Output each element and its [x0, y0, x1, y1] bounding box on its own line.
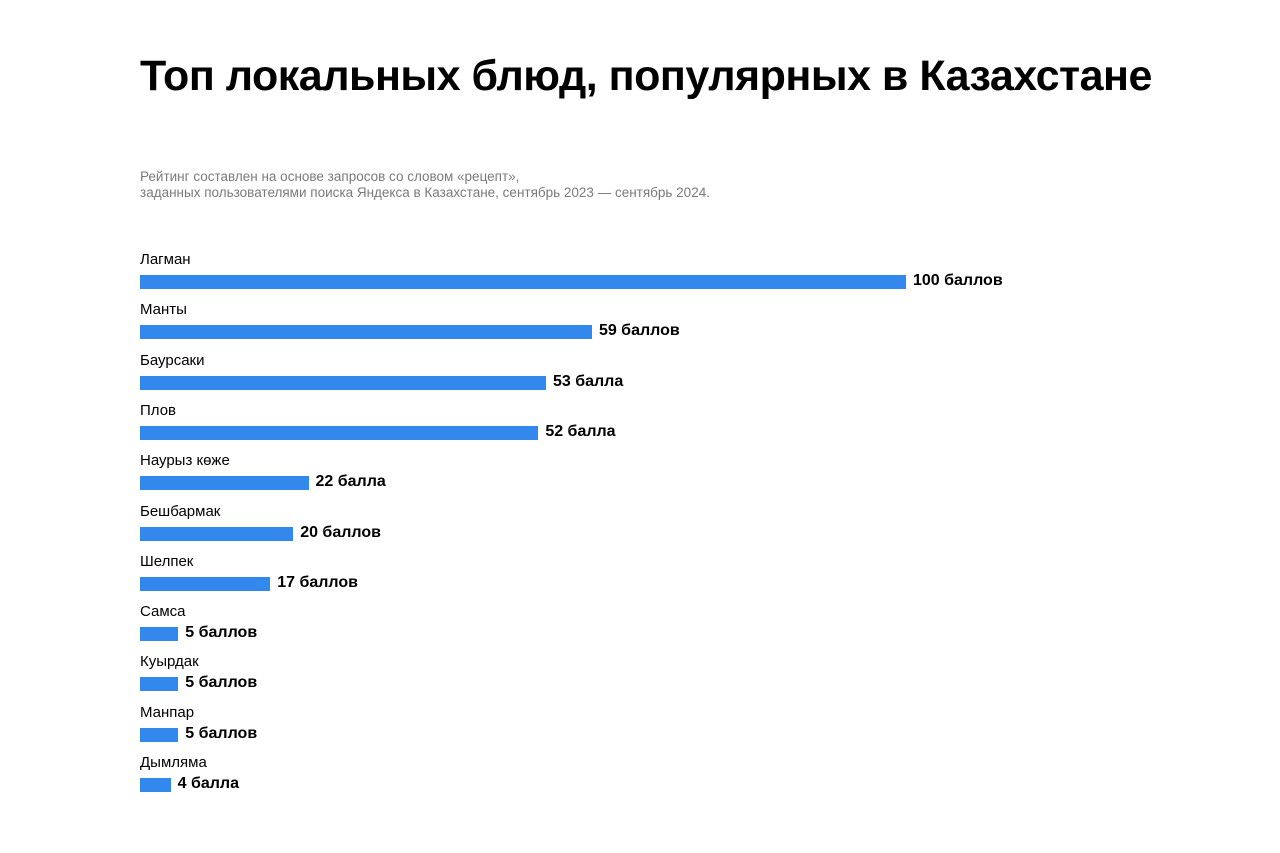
value-label: 52 балла	[545, 422, 616, 440]
value-label: 4 балла	[177, 775, 239, 792]
value-label: 22 балла	[315, 473, 386, 491]
chart-subtitle-line-2: заданных пользователями поиска Яндекса в…	[140, 185, 710, 200]
value-label: 100 баллов	[913, 272, 1003, 289]
value-label: 17 баллов	[277, 573, 358, 591]
bar	[140, 425, 539, 440]
bar	[140, 627, 179, 642]
value-label: 53 балла	[552, 372, 624, 390]
category-label: Лагман	[140, 251, 191, 268]
bar	[140, 476, 309, 491]
category-label: Бешбармак	[140, 502, 221, 520]
category-label: Шелпек	[140, 552, 194, 570]
category-label: Манпар	[140, 703, 195, 721]
category-label: Баурсаки	[140, 351, 205, 369]
category-label: Наурыз көже	[140, 452, 230, 470]
value-label: 5 баллов	[185, 674, 258, 692]
bar	[140, 677, 179, 692]
category-label: Плов	[140, 401, 177, 419]
bar	[140, 325, 592, 340]
bar	[140, 576, 271, 591]
bar	[140, 778, 171, 792]
category-label: Манты	[140, 301, 187, 319]
category-label: Самса	[140, 603, 186, 621]
value-label: 20 баллов	[300, 523, 381, 541]
bar	[140, 727, 179, 742]
category-label: Дымляма	[140, 754, 207, 771]
value-label: 5 баллов	[185, 724, 258, 742]
bar	[140, 375, 546, 390]
value-label: 59 баллов	[598, 322, 680, 340]
chart-subtitle-line-1: Рейтинг составлен на основе запросов со …	[140, 169, 520, 184]
bar	[140, 526, 294, 541]
value-label: 5 баллов	[185, 624, 258, 642]
chart-title: Топ локальных блюд, популярных в Казахст…	[140, 52, 1152, 100]
category-label: Куырдак	[140, 653, 199, 671]
bar	[140, 275, 906, 289]
